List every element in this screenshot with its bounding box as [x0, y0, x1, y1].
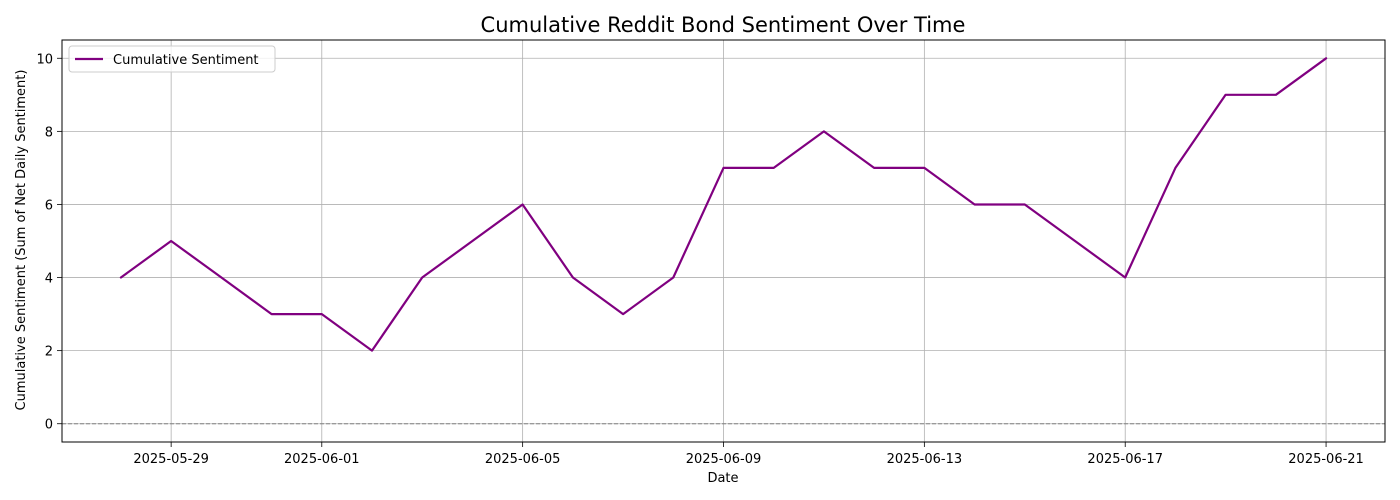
x-tick-label: 2025-06-01 [284, 452, 360, 467]
legend-label: Cumulative Sentiment [113, 53, 259, 68]
x-tick-label: 2025-06-09 [686, 452, 762, 467]
grid-lines [62, 40, 1385, 442]
x-tick-label: 2025-06-05 [485, 452, 561, 467]
x-tick-label: 2025-06-17 [1087, 452, 1163, 467]
x-tick-label: 2025-06-13 [887, 452, 963, 467]
legend-frame [68, 45, 276, 73]
x-tick-label: 2025-06-21 [1288, 452, 1364, 467]
y-axis-label: Cumulative Sentiment (Sum of Net Daily S… [14, 70, 29, 411]
y-tick-label: 6 [45, 198, 53, 213]
series-layer [119, 57, 1328, 352]
y-tick-label: 0 [45, 418, 53, 433]
y-tick-label: 10 [36, 52, 53, 67]
y-tick-label: 8 [45, 125, 53, 140]
x-axis-ticks: 2025-05-29 2025-06-01 2025-06-05 2025-06-09… [133, 442, 1364, 467]
series-line-cumulative-sentiment [119, 57, 1328, 352]
chart-title: Cumulative Reddit Bond Sentiment Over Ti… [481, 13, 966, 37]
y-axis-ticks: 0 2 4 6 8 10 [36, 52, 62, 433]
x-tick-label: 2025-05-29 [133, 452, 209, 467]
x-axis-label: Date [707, 471, 738, 486]
y-tick-label: 4 [45, 272, 53, 287]
y-tick-label: 2 [45, 345, 53, 360]
legend: Cumulative Sentiment [68, 45, 276, 73]
